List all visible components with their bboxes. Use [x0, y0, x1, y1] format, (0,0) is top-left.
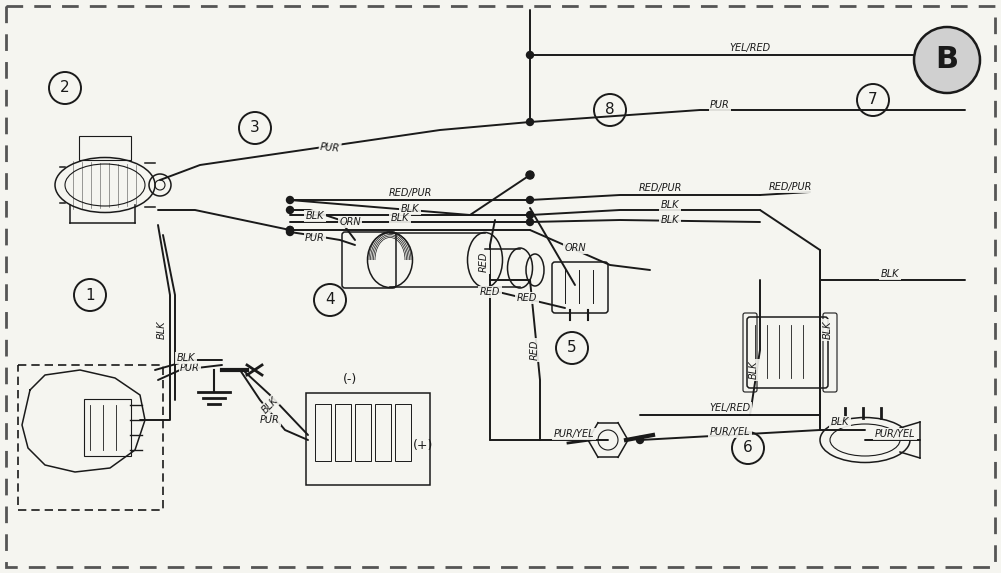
- Text: PUR: PUR: [305, 233, 325, 243]
- Text: (-): (-): [343, 374, 357, 387]
- Text: 4: 4: [325, 292, 334, 308]
- Text: BLK: BLK: [177, 353, 195, 363]
- Text: 6: 6: [743, 441, 753, 456]
- Text: RED/PUR: RED/PUR: [388, 188, 431, 198]
- Text: RED: RED: [479, 252, 489, 272]
- Text: RED: RED: [479, 287, 500, 297]
- Text: BLK: BLK: [260, 395, 280, 415]
- Text: 1: 1: [85, 288, 95, 303]
- Circle shape: [286, 197, 293, 203]
- Text: BLK: BLK: [823, 321, 833, 339]
- Circle shape: [527, 171, 534, 179]
- Text: 3: 3: [250, 120, 260, 135]
- Circle shape: [286, 206, 293, 214]
- Text: 5: 5: [568, 340, 577, 355]
- Text: PUR: PUR: [180, 363, 200, 373]
- Text: (+): (+): [412, 438, 433, 452]
- Text: ORN: ORN: [565, 243, 586, 253]
- Text: PUR/YEL: PUR/YEL: [554, 429, 595, 439]
- Text: 8: 8: [606, 103, 615, 117]
- Text: BLK: BLK: [305, 211, 324, 221]
- Text: RED/PUR: RED/PUR: [769, 182, 812, 192]
- Text: BLK: BLK: [831, 417, 849, 427]
- Text: PUR: PUR: [260, 415, 280, 425]
- Circle shape: [286, 226, 293, 234]
- Text: PUR/YEL: PUR/YEL: [875, 429, 915, 439]
- Circle shape: [527, 211, 534, 218]
- Text: ORN: ORN: [339, 217, 360, 227]
- Circle shape: [286, 226, 293, 234]
- Text: YEL/RED: YEL/RED: [710, 403, 751, 413]
- Circle shape: [526, 171, 534, 179]
- Circle shape: [527, 119, 534, 125]
- Text: RED/PUR: RED/PUR: [639, 183, 682, 193]
- Text: 7: 7: [868, 92, 878, 108]
- Text: BLK: BLK: [661, 215, 680, 225]
- Circle shape: [914, 27, 980, 93]
- Text: PUR/YEL: PUR/YEL: [710, 427, 751, 437]
- Text: 2: 2: [60, 80, 70, 96]
- Text: RED: RED: [530, 340, 540, 360]
- Text: BLK: BLK: [400, 204, 419, 214]
- Text: BLK: BLK: [881, 269, 899, 279]
- Text: RED: RED: [517, 293, 538, 303]
- Text: PUR: PUR: [319, 142, 340, 154]
- Text: PUR: PUR: [710, 100, 730, 110]
- Circle shape: [286, 229, 293, 236]
- Text: B: B: [936, 45, 959, 74]
- Text: BLK: BLK: [661, 200, 680, 210]
- Text: BLK: BLK: [749, 361, 759, 379]
- Circle shape: [527, 197, 534, 203]
- Circle shape: [637, 437, 644, 444]
- Text: YEL/RED: YEL/RED: [730, 43, 771, 53]
- Text: BLK: BLK: [157, 321, 167, 339]
- Circle shape: [527, 52, 534, 58]
- Circle shape: [527, 218, 534, 226]
- Text: BLK: BLK: [390, 213, 409, 223]
